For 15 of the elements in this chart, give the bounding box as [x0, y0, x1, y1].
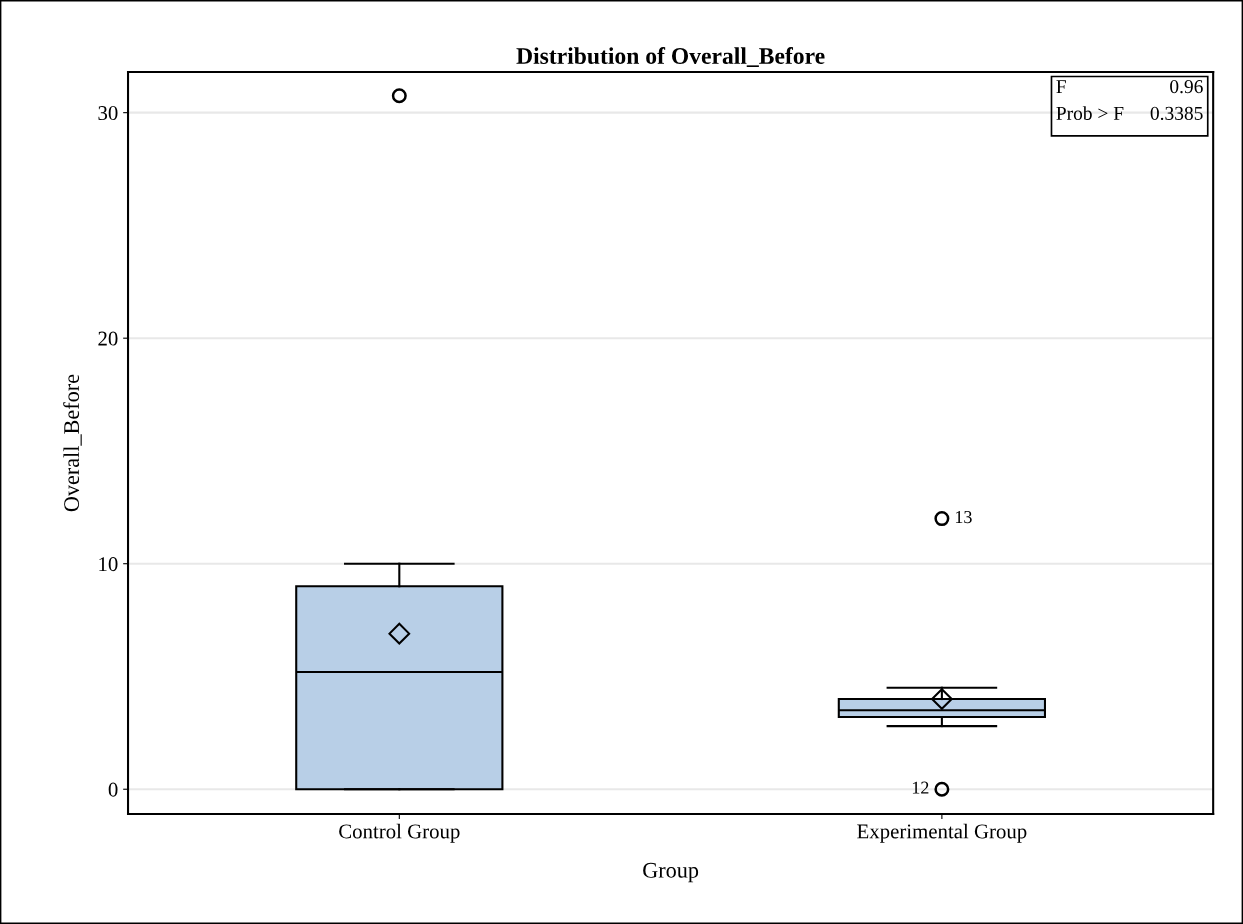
annotation: 0.3385: [1150, 106, 1203, 120]
annotation: 12: [912, 781, 929, 794]
x-axis-title: Group: [643, 862, 699, 883]
chart-title: Distribution of Overall_Before: [516, 47, 825, 68]
y-tick-label: 0: [108, 782, 118, 797]
x-tick-label: Control Group: [339, 823, 460, 843]
x-tick-label: Experimental Group: [857, 823, 1027, 843]
annotation: 13: [955, 510, 972, 524]
annotation: 0.96: [1170, 80, 1203, 94]
y-tick-label: 20: [98, 331, 118, 346]
annotation: F: [1056, 80, 1066, 93]
annotation: Prob > F: [1056, 106, 1124, 120]
y-axis-title: Overall_Before: [63, 374, 82, 512]
y-tick-label: 30: [98, 106, 118, 121]
y-tick-label: 10: [99, 557, 118, 572]
